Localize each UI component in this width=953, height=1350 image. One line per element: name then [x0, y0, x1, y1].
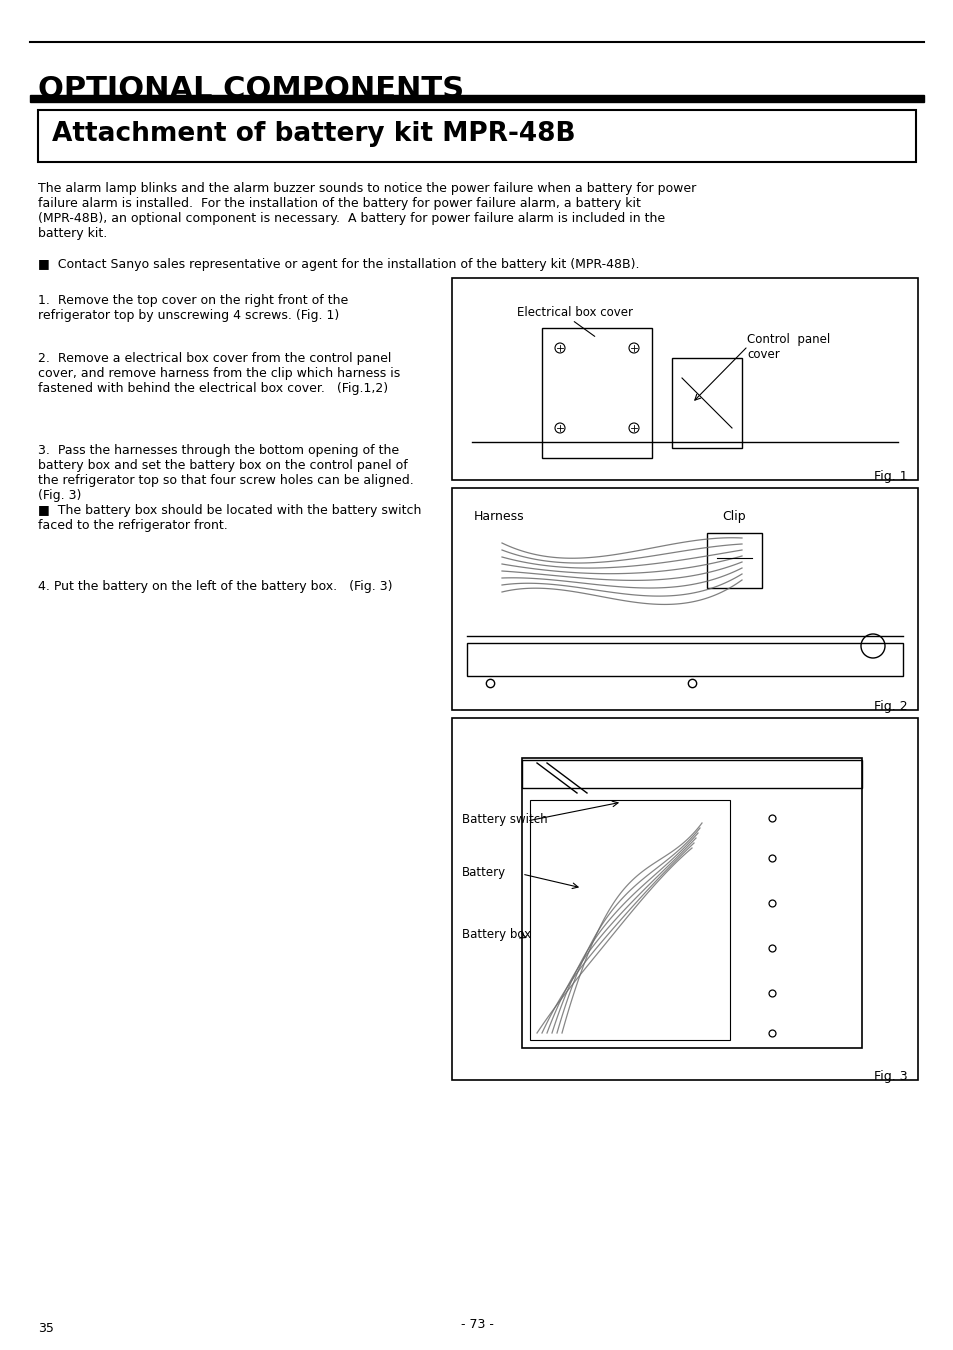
Bar	[671, 358, 741, 448]
Text: 4. Put the battery on the left of the battery box.   (Fig. 3): 4. Put the battery on the left of the ba…	[38, 580, 392, 593]
Text: ■  Contact Sanyo sales representative or agent for the installation of the batte: ■ Contact Sanyo sales representative or …	[38, 258, 639, 271]
Text: Fig. 3: Fig. 3	[874, 1071, 907, 1083]
Bar	[521, 760, 862, 788]
Text: Fig. 1: Fig. 1	[874, 470, 907, 483]
Text: Control  panel
cover: Control panel cover	[746, 333, 829, 360]
Bar	[541, 328, 651, 458]
Bar	[467, 643, 902, 676]
Bar	[521, 757, 862, 1048]
Bar	[38, 109, 915, 162]
Text: The alarm lamp blinks and the alarm buzzer sounds to notice the power failure wh: The alarm lamp blinks and the alarm buzz…	[38, 182, 696, 240]
Text: - 73 -: - 73 -	[460, 1318, 493, 1331]
Text: Battery switch: Battery switch	[461, 813, 547, 826]
Text: Harness: Harness	[474, 510, 524, 522]
Text: Clip: Clip	[721, 510, 745, 522]
Text: Battery: Battery	[461, 865, 506, 879]
Bar	[452, 278, 917, 481]
Bar	[30, 95, 923, 103]
Text: 3.  Pass the harnesses through the bottom opening of the
battery box and set the: 3. Pass the harnesses through the bottom…	[38, 444, 421, 532]
Bar	[452, 718, 917, 1080]
Text: Attachment of battery kit MPR-48B: Attachment of battery kit MPR-48B	[52, 122, 575, 147]
Bar	[452, 487, 917, 710]
Text: Battery box: Battery box	[461, 927, 531, 941]
Text: 1.  Remove the top cover on the right front of the
refrigerator top by unscrewin: 1. Remove the top cover on the right fro…	[38, 294, 348, 323]
Text: Fig. 2: Fig. 2	[874, 701, 907, 713]
Text: 2.  Remove a electrical box cover from the control panel
cover, and remove harne: 2. Remove a electrical box cover from th…	[38, 352, 400, 396]
Bar	[530, 801, 729, 1040]
Text: OPTIONAL COMPONENTS: OPTIONAL COMPONENTS	[38, 76, 464, 104]
Bar	[706, 533, 761, 589]
Text: 35: 35	[38, 1322, 53, 1335]
Text: Electrical box cover: Electrical box cover	[517, 306, 633, 319]
